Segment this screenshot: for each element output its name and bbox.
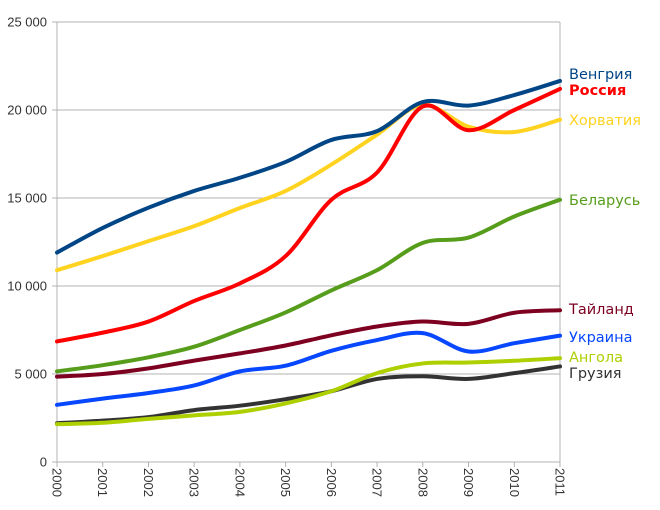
- x-tick-label: 2006: [324, 468, 339, 497]
- legend-label: Украина: [569, 330, 632, 346]
- gridlines: [57, 21, 560, 375]
- y-tick-label: 15 000: [7, 191, 47, 206]
- x-tick-label: 2008: [415, 468, 430, 497]
- x-tick-label: 2004: [232, 468, 247, 497]
- series-1-line: [55, 86, 562, 344]
- x-tick-label: 2007: [370, 468, 385, 497]
- axes: [56, 22, 561, 463]
- y-axis-ticks: 0 5 000 10 000 15 000 20 000 25 000: [7, 15, 57, 470]
- legend-label: Венгрия: [569, 67, 632, 83]
- x-tick-label: 2001: [95, 468, 110, 497]
- y-tick-label: 20 000: [7, 103, 47, 118]
- series-6-line: [55, 356, 562, 427]
- legend-label: Россия: [569, 83, 626, 99]
- y-tick-label: 10 000: [7, 279, 47, 294]
- legend-label: Тайланд: [568, 302, 634, 318]
- series-2-line: [55, 102, 562, 273]
- legend-label: Беларусь: [569, 193, 640, 209]
- series-lines: [55, 78, 562, 427]
- x-tick-label: 2003: [187, 468, 202, 497]
- legend-label: Грузия: [569, 366, 622, 382]
- series-3-line: [55, 197, 562, 374]
- legend-label: Хорватия: [569, 113, 641, 129]
- series-5-line: [55, 330, 562, 407]
- series-0-line: [55, 78, 562, 255]
- x-tick-label: 2009: [461, 468, 476, 497]
- legend-label: Ангола: [569, 350, 623, 366]
- x-tick-label: 2010: [507, 468, 522, 497]
- x-tick-label: 2002: [141, 468, 156, 497]
- x-axis-ticks: 2000 2001 2002 2003 2004 2005 2006 2007 2008 2009…: [50, 462, 568, 497]
- x-tick-label: 2011: [553, 468, 568, 496]
- x-tick-label: 2000: [50, 468, 65, 497]
- y-tick-label: 5 000: [14, 367, 47, 382]
- series-4-line: [55, 308, 562, 379]
- y-tick-label: 25 000: [7, 15, 47, 30]
- y-tick-label: 0: [40, 455, 47, 470]
- x-tick-label: 2005: [278, 468, 293, 497]
